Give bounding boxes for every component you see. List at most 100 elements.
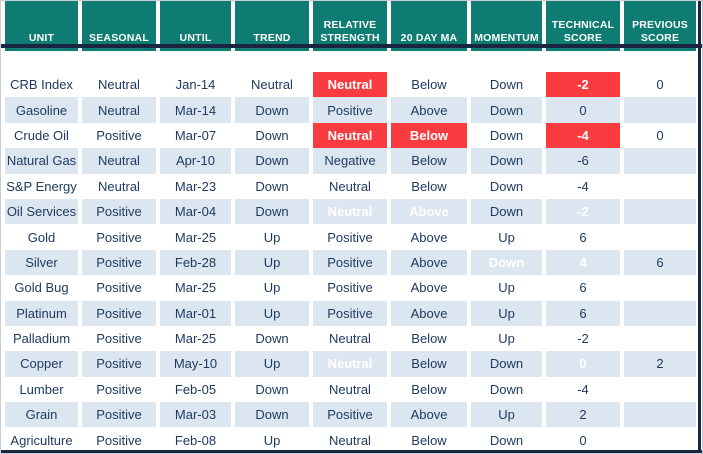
column-header-trend: TREND <box>235 1 309 51</box>
cell-technical-score: -4 <box>546 376 620 403</box>
column-header-until: UNTIL <box>160 1 231 51</box>
cell-20-day-ma: Below <box>391 173 467 199</box>
cell-unit: Silver <box>5 249 78 276</box>
cell-relative-strength: Positive <box>313 402 387 428</box>
cell-momentum: Down <box>471 198 542 225</box>
cell-momentum: Down <box>471 122 542 149</box>
cell-technical-score: 4 <box>546 249 620 276</box>
cell-technical-score: 2 <box>546 402 620 428</box>
spacer-cell <box>471 51 542 72</box>
cell-until: Feb-08 <box>160 427 231 453</box>
cell-trend: Down <box>235 376 309 403</box>
table-header-row: UNIT SEASONAL UNTIL TREND RELATIVE STRENGTH 2… <box>5 1 696 51</box>
cell-trend: Down <box>235 325 309 352</box>
cell-relative-strength: Neutral <box>313 173 387 199</box>
cell-previous-score: 6 <box>624 249 696 276</box>
cell-20-day-ma: Above <box>391 249 467 276</box>
cell-until: Mar-25 <box>160 224 231 250</box>
cell-until: Apr-10 <box>160 148 231 174</box>
cell-seasonal: Positive <box>82 249 156 276</box>
cell-unit: Gasoline <box>5 97 78 123</box>
table-bottom-border <box>1 450 702 453</box>
cell-relative-strength: Positive <box>313 97 387 123</box>
cell-relative-strength: Neutral <box>313 122 387 149</box>
cell-momentum: Up <box>471 275 542 301</box>
cell-seasonal: Positive <box>82 325 156 352</box>
cell-momentum: Down <box>471 148 542 174</box>
cell-seasonal: Positive <box>82 122 156 149</box>
cell-20-day-ma: Below <box>391 376 467 403</box>
cell-relative-strength: Neutral <box>313 72 387 98</box>
cell-momentum: Up <box>471 224 542 250</box>
cell-20-day-ma: Above <box>391 402 467 428</box>
table-row-copper: Copper Positive May-10 Up Neutral Below Down 0 2 <box>5 351 696 377</box>
cell-until: Mar-01 <box>160 300 231 326</box>
cell-technical-score: 0 <box>546 351 620 377</box>
table-row-agriculture: Agriculture Positive Feb-08 Up Neutral Below D… <box>5 427 696 453</box>
spacer-cell <box>5 51 78 72</box>
cell-until: Mar-03 <box>160 402 231 428</box>
cell-unit: Oil Services <box>5 198 78 225</box>
cell-momentum: Down <box>471 351 542 377</box>
cell-seasonal: Positive <box>82 300 156 326</box>
cell-previous-score <box>624 325 696 352</box>
cell-20-day-ma: Above <box>391 275 467 301</box>
column-header-technical-score: TECHNICAL SCORE <box>546 1 620 51</box>
cell-previous-score <box>624 173 696 199</box>
cell-seasonal: Positive <box>82 224 156 250</box>
table-row-oil-services: Oil Services Positive Mar-04 Down Neutral Abo… <box>5 198 696 225</box>
table-row-grain: Grain Positive Mar-03 Down Positive Above Up 2 <box>5 402 696 428</box>
cell-20-day-ma: Above <box>391 97 467 123</box>
cell-previous-score: 2 <box>624 351 696 377</box>
cell-trend: Up <box>235 275 309 301</box>
cell-until: Feb-28 <box>160 249 231 276</box>
table-row-platinum: Platinum Positive Mar-01 Up Positive Above Up 6 <box>5 300 696 326</box>
cell-previous-score <box>624 224 696 250</box>
cell-momentum: Down <box>471 376 542 403</box>
cell-unit: Platinum <box>5 300 78 326</box>
table-row-palladium: Palladium Positive Mar-25 Down Neutral Below U… <box>5 325 696 352</box>
cell-technical-score: -2 <box>546 72 620 98</box>
cell-20-day-ma: Below <box>391 72 467 98</box>
cell-until: Jan-14 <box>160 72 231 98</box>
cell-trend: Down <box>235 198 309 225</box>
cell-20-day-ma: Below <box>391 325 467 352</box>
cell-seasonal: Neutral <box>82 72 156 98</box>
header-divider <box>1 44 702 48</box>
cell-trend: Up <box>235 300 309 326</box>
spacer-cell <box>546 51 620 72</box>
cell-20-day-ma: Above <box>391 198 467 225</box>
cell-unit: Copper <box>5 351 78 377</box>
cell-seasonal: Positive <box>82 427 156 453</box>
cell-relative-strength: Negative <box>313 148 387 174</box>
column-header-unit: UNIT <box>5 1 78 51</box>
table-row-lumber: Lumber Positive Feb-05 Down Neutral Below Down… <box>5 376 696 403</box>
column-header-momentum: MOMENTUM <box>471 1 542 51</box>
cell-seasonal: Positive <box>82 376 156 403</box>
table-row-gold: Gold Positive Mar-25 Up Positive Above Up 6 <box>5 224 696 250</box>
cell-seasonal: Neutral <box>82 97 156 123</box>
cell-previous-score <box>624 198 696 225</box>
cell-20-day-ma: Above <box>391 224 467 250</box>
cell-trend: Neutral <box>235 72 309 98</box>
cell-until: Feb-05 <box>160 376 231 403</box>
cell-momentum: Up <box>471 325 542 352</box>
cell-20-day-ma: Below <box>391 351 467 377</box>
cell-until: Mar-25 <box>160 275 231 301</box>
table-row-crude-oil: Crude Oil Positive Mar-07 Down Neutral Below D… <box>5 122 696 149</box>
cell-trend: Down <box>235 122 309 149</box>
cell-seasonal: Neutral <box>82 173 156 199</box>
cell-technical-score: -6 <box>546 148 620 174</box>
cell-technical-score: -4 <box>546 173 620 199</box>
cell-unit: S&P Energy <box>5 173 78 199</box>
cell-momentum: Down <box>471 173 542 199</box>
cell-momentum: Up <box>471 402 542 428</box>
cell-seasonal: Neutral <box>82 148 156 174</box>
cell-momentum: Down <box>471 72 542 98</box>
cell-unit: Gold <box>5 224 78 250</box>
cell-until: Mar-14 <box>160 97 231 123</box>
spacer-cell <box>160 51 231 72</box>
table-row-crb-index: CRB Index Neutral Jan-14 Neutral Neutral Belo… <box>5 72 696 98</box>
cell-previous-score <box>624 427 696 453</box>
cell-20-day-ma: Below <box>391 427 467 453</box>
